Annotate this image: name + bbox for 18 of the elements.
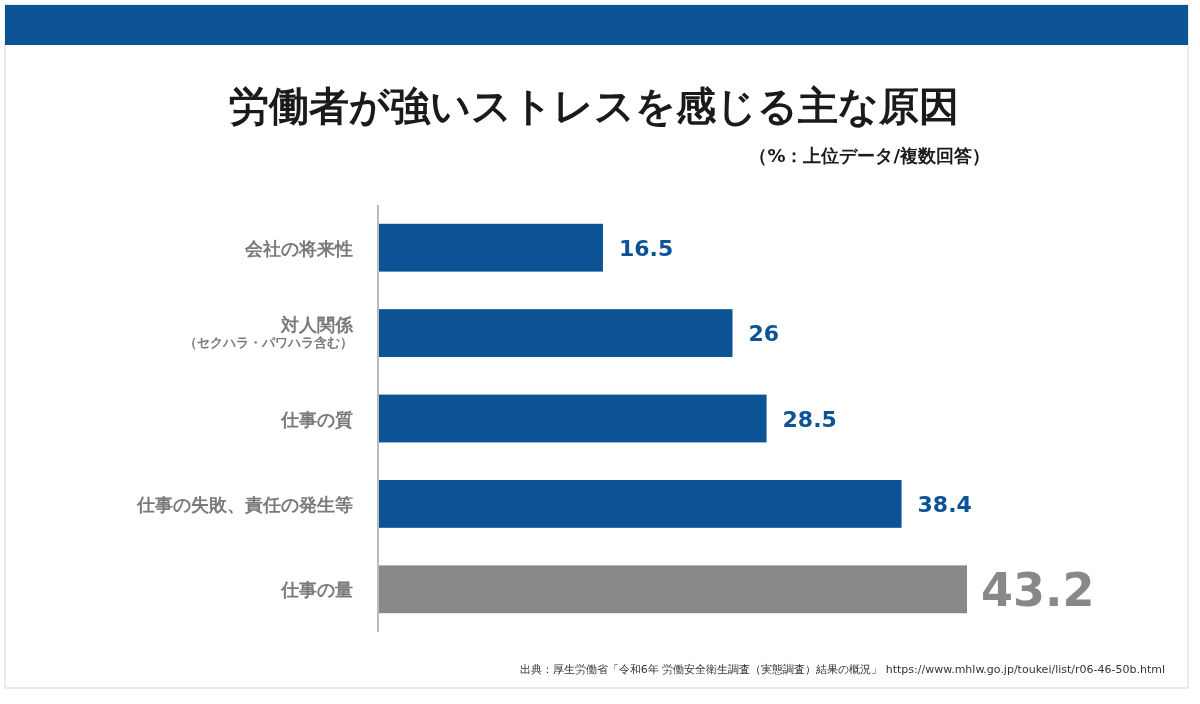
bar: [378, 394, 767, 443]
y-tick-label: 会社の将来性: [244, 237, 353, 259]
data-label: 26: [748, 321, 780, 347]
y-tick-label: 仕事の失敗、責任の発生等: [136, 493, 353, 515]
chart-subtitle: （%：上位データ/複数回答）: [749, 145, 990, 166]
y-tick-label: 仕事の質: [280, 408, 353, 430]
bar: [378, 565, 967, 614]
chart-title: 労働者が強いストレスを感じる主な原因: [229, 83, 959, 129]
bar: [378, 479, 902, 528]
data-label: 38.4: [917, 491, 972, 517]
bar: [378, 309, 733, 358]
y-tick-label: 仕事の量: [280, 579, 353, 601]
bar: [378, 223, 603, 272]
data-label: 43.2: [981, 563, 1095, 618]
data-label: 16.5: [618, 235, 674, 261]
y-tick-label: 対人関係（セクハラ・パワハラ含む）: [184, 314, 354, 351]
data-label: 28.5: [782, 406, 837, 432]
source-note: 出典：厚生労働省「令和6年 労働安全衛生調査（実態調査）結果の概況」 https://www.mhlw.go.jp/toukei/list/r06-46-50b.html: [519, 663, 1165, 676]
